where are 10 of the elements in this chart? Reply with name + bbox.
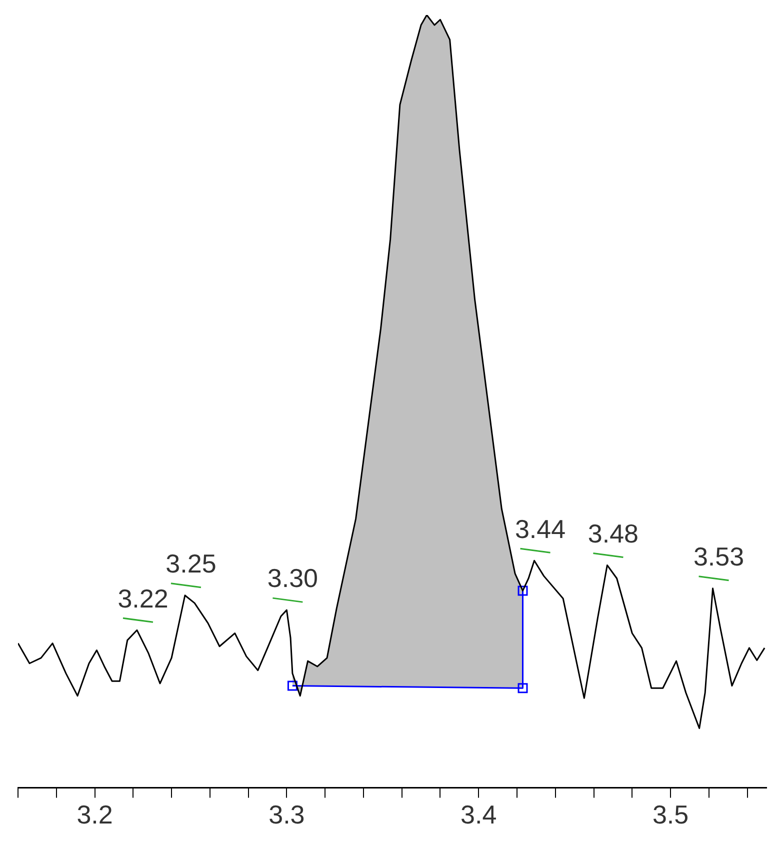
annotation: 3.44 <box>514 514 566 544</box>
annotation: 3.22 <box>118 583 168 614</box>
x-tick-label: 3.3 <box>268 800 305 830</box>
annotation: 3.48 <box>588 518 639 548</box>
x-tick-label: 3.4 <box>460 800 497 830</box>
annotation: 3.53 <box>693 542 744 572</box>
annotation: 3.30 <box>267 563 318 594</box>
x-tick-label: 3.5 <box>652 800 689 830</box>
x-tick-label: 3.2 <box>76 800 113 830</box>
annotation: 3.25 <box>166 548 216 579</box>
